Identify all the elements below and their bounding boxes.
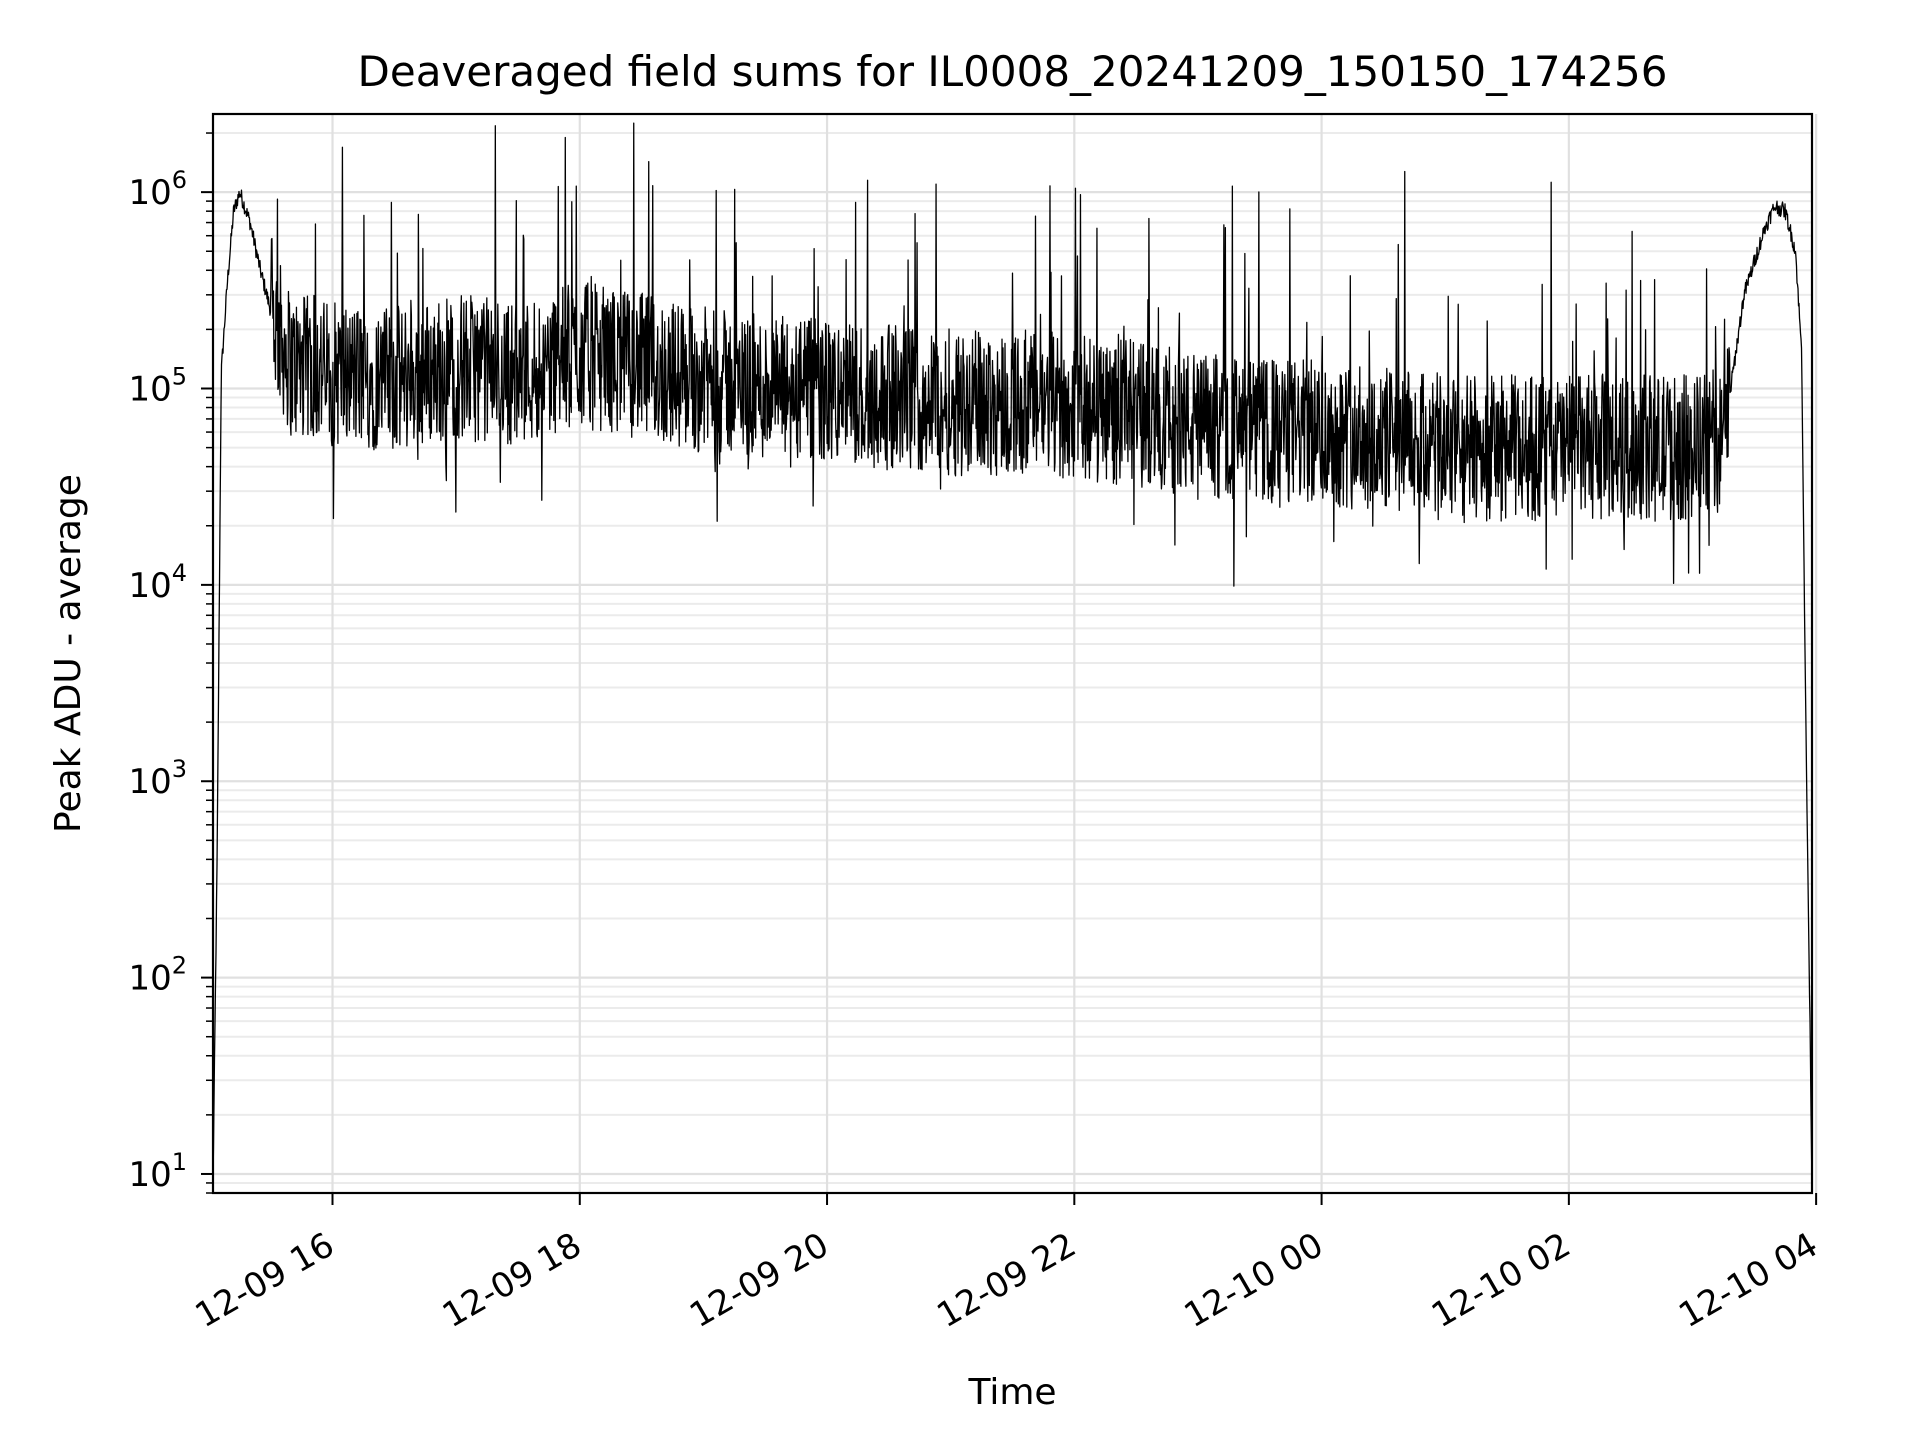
y-axis-label: Peak ADU - average: [48, 474, 89, 833]
data-series: [213, 122, 1812, 1189]
x-axis-label: Time: [967, 1372, 1056, 1413]
y-tick-label: 101: [128, 1148, 187, 1195]
y-tick-label: 103: [128, 755, 187, 802]
y-axis: 101 102 103 104 105 106: [128, 132, 213, 1195]
plot-area-frame: [211, 112, 1814, 1195]
major-gridlines: [213, 114, 1818, 1193]
y-tick-label: 106: [128, 166, 187, 213]
series-line-0: [213, 122, 1812, 1189]
y-tick-label: 105: [128, 363, 187, 410]
y-tick-label: 104: [128, 559, 187, 606]
chart-title: Deaveraged field sums for IL0008_2024120…: [358, 47, 1668, 96]
minor-gridlines: [213, 132, 1812, 1194]
y-tick-label: 102: [128, 952, 187, 999]
